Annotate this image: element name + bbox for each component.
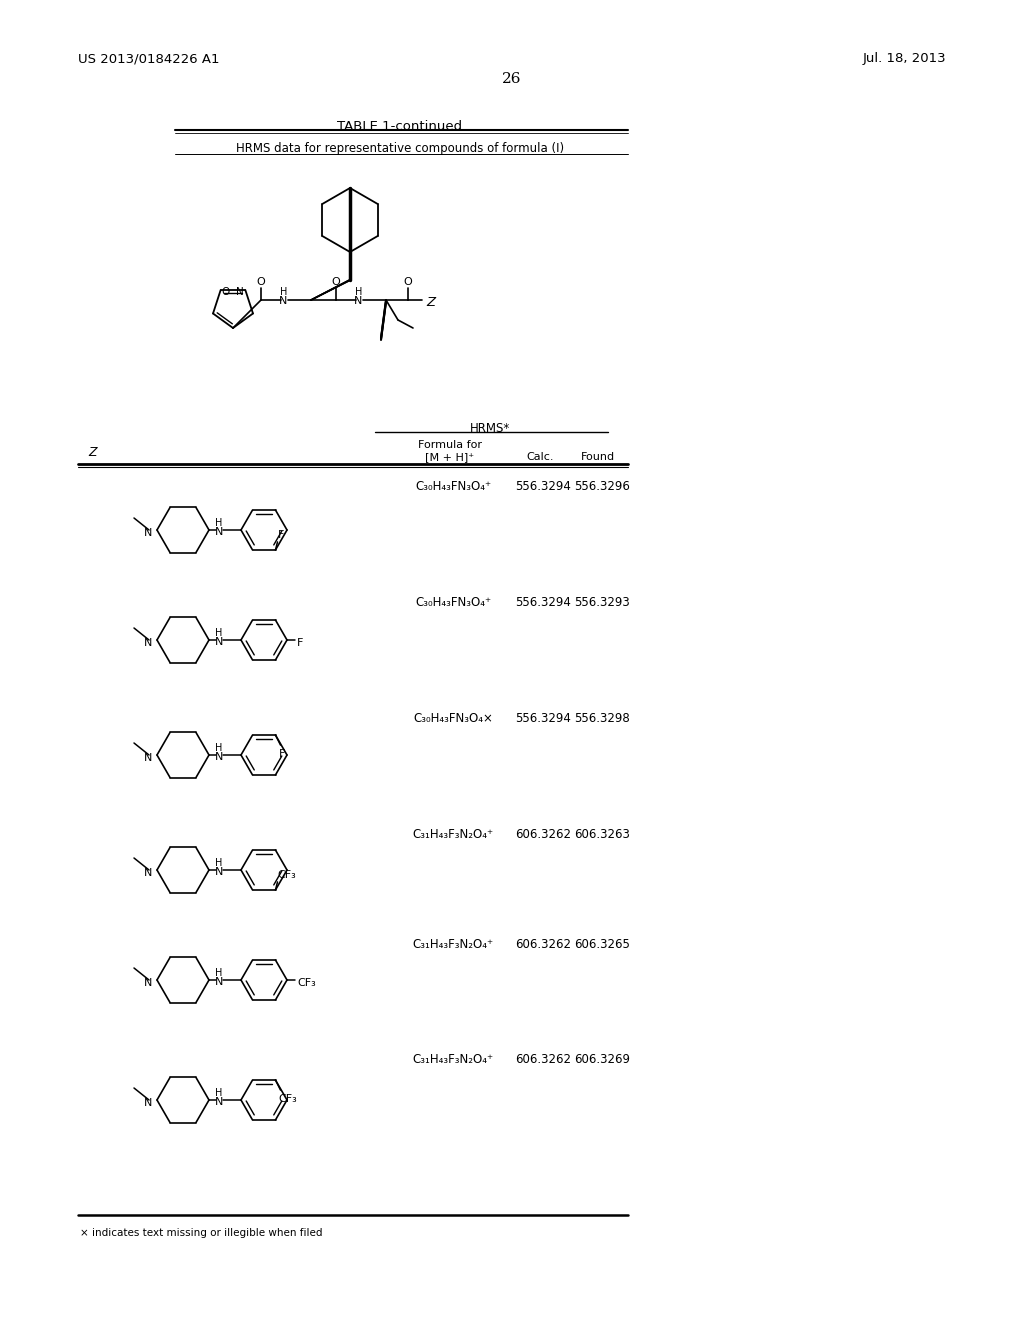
Text: O: O: [332, 277, 340, 286]
Text: HRMS*: HRMS*: [470, 422, 510, 436]
Text: F: F: [278, 529, 284, 540]
Text: N: N: [215, 1097, 223, 1107]
Text: H: H: [215, 517, 222, 528]
Text: CF₃: CF₃: [278, 870, 296, 880]
Text: N: N: [215, 527, 223, 537]
Text: F: F: [297, 638, 303, 648]
Text: 606.3269: 606.3269: [574, 1053, 630, 1067]
Text: 606.3262: 606.3262: [515, 1053, 571, 1067]
Text: Z: Z: [426, 296, 435, 309]
Text: N: N: [215, 977, 223, 987]
Text: C₃₀H₄₃FN₃O₄⁺: C₃₀H₄₃FN₃O₄⁺: [415, 597, 492, 609]
Text: N: N: [143, 638, 152, 648]
Text: US 2013/0184226 A1: US 2013/0184226 A1: [78, 51, 219, 65]
Text: C₃₁H₄₃F₃N₂O₄⁺: C₃₁H₄₃F₃N₂O₄⁺: [413, 939, 494, 950]
Text: 556.3294: 556.3294: [515, 480, 571, 492]
Text: C₃₁H₄₃F₃N₂O₄⁺: C₃₁H₄₃F₃N₂O₄⁺: [413, 1053, 494, 1067]
Text: 606.3265: 606.3265: [574, 939, 630, 950]
Text: O: O: [221, 286, 230, 297]
Text: N: N: [236, 286, 244, 297]
Text: 606.3262: 606.3262: [515, 939, 571, 950]
Text: H: H: [215, 858, 222, 869]
Text: Z: Z: [88, 446, 96, 458]
Text: N: N: [143, 978, 152, 987]
Text: C₃₁H₄₃F₃N₂O₄⁺: C₃₁H₄₃F₃N₂O₄⁺: [413, 828, 494, 841]
Text: Calc.: Calc.: [526, 451, 554, 462]
Text: O: O: [403, 277, 413, 286]
Text: N: N: [215, 638, 223, 647]
Text: H: H: [215, 1088, 222, 1098]
Text: H: H: [355, 286, 362, 297]
Text: N: N: [143, 752, 152, 763]
Text: H: H: [281, 286, 288, 297]
Text: 556.3293: 556.3293: [574, 597, 630, 609]
Text: 606.3262: 606.3262: [515, 828, 571, 841]
Text: N: N: [215, 867, 223, 876]
Text: 556.3294: 556.3294: [515, 597, 571, 609]
Text: C₃₀H₄₃FN₃O₄⁺: C₃₀H₄₃FN₃O₄⁺: [415, 480, 492, 492]
Text: CF₃: CF₃: [279, 1094, 297, 1104]
Text: 606.3263: 606.3263: [574, 828, 630, 841]
Text: N: N: [215, 752, 223, 762]
Text: × indicates text missing or illegible when filed: × indicates text missing or illegible wh…: [80, 1228, 323, 1238]
Text: H: H: [215, 628, 222, 638]
Text: N: N: [143, 528, 152, 539]
Text: 26: 26: [502, 73, 522, 86]
Text: N: N: [279, 296, 287, 306]
Text: Jul. 18, 2013: Jul. 18, 2013: [862, 51, 946, 65]
Text: H: H: [215, 968, 222, 978]
Text: CF₃: CF₃: [297, 978, 315, 987]
Text: N: N: [354, 296, 362, 306]
Text: [M + H]⁺: [M + H]⁺: [425, 451, 474, 462]
Text: F: F: [279, 748, 285, 759]
Text: N: N: [143, 869, 152, 878]
Text: O: O: [257, 277, 265, 286]
Text: 556.3296: 556.3296: [574, 480, 630, 492]
Text: H: H: [215, 743, 222, 752]
Text: TABLE 1-continued: TABLE 1-continued: [338, 120, 463, 133]
Text: HRMS data for representative compounds of formula (I): HRMS data for representative compounds o…: [236, 143, 564, 154]
Text: 556.3294: 556.3294: [515, 711, 571, 725]
Text: Found: Found: [581, 451, 615, 462]
Text: C₃₀H₄₃FN₃O₄×: C₃₀H₄₃FN₃O₄×: [413, 711, 493, 725]
Text: 556.3298: 556.3298: [574, 711, 630, 725]
Text: Formula for: Formula for: [418, 440, 482, 450]
Text: N: N: [143, 1098, 152, 1107]
